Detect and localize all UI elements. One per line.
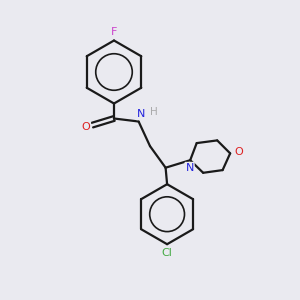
Text: N: N xyxy=(137,109,145,119)
Text: N: N xyxy=(185,163,194,173)
Text: Cl: Cl xyxy=(162,248,172,258)
Text: H: H xyxy=(150,107,158,117)
Text: F: F xyxy=(111,27,117,37)
Text: O: O xyxy=(81,122,90,132)
Text: O: O xyxy=(234,147,243,157)
